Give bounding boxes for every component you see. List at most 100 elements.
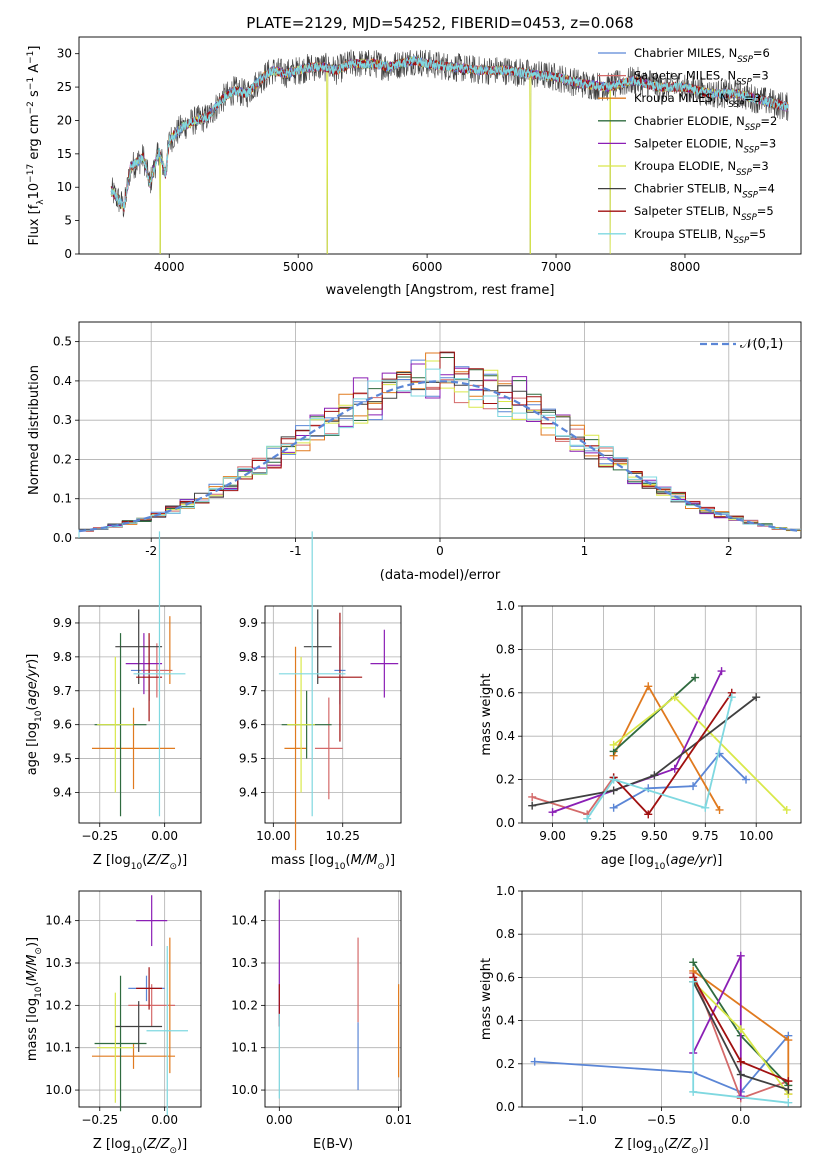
residual-histograms — [78, 351, 802, 538]
weight_vs_age-point-kroupa-miles — [644, 682, 653, 691]
mass_vs_Z-xtick-label: 0.00 — [151, 1113, 178, 1127]
weight_vs_age-point-kroupa-miles — [715, 805, 724, 814]
age_vs_Z-ytick-label: 9.6 — [53, 718, 72, 732]
spectrum-ylabel: Flux [fλ10−17 erg cm−2 s−1 A−1] — [26, 46, 46, 246]
weight_vs_Z-frame — [521, 890, 802, 1108]
residual-ylabel: Normed distribution — [27, 365, 42, 495]
weight_vs_age-point-kroupa-stelib — [701, 803, 710, 812]
normal-curve — [78, 380, 802, 533]
weight_vs_age-xtick-label: 10.00 — [739, 829, 773, 843]
weight_vs_Z-point-chabrier-miles — [530, 1057, 539, 1066]
weight_vs_age-point-chabrier-stelib — [752, 693, 761, 702]
weight_vs_Z-ytick-label: 0.2 — [496, 1057, 515, 1071]
mass_vs_Z-ylabel: mass [log10(M/M⊙)] — [25, 937, 44, 1061]
weight_vs_Z-point-kroupa-miles — [784, 1036, 793, 1045]
mass_vs_ebv-ytick-label: 10.1 — [231, 1041, 258, 1055]
weight_vs_Z-point-salpeter-stelib — [736, 1057, 745, 1066]
weight_vs_age-ytick-label: 1.0 — [496, 599, 515, 613]
spectrum-legend-label: Salpeter ELODIE, NSSP=3 — [634, 136, 776, 155]
spectrum-legend-label: Chabrier STELIB, NSSP=4 — [634, 182, 775, 201]
age_vs_mass-ytick-label: 9.7 — [239, 684, 258, 698]
spectrum-xlabel: wavelength [Angstrom, rest frame] — [326, 283, 555, 298]
weight_vs_age-series — [528, 667, 791, 823]
age_vs_Z-ylabel: age [log10(age/yr)] — [25, 654, 44, 776]
weight_vs_age-ytick-label: 0.6 — [496, 686, 515, 700]
residuals-frame — [78, 321, 802, 539]
weight_vs_age-point-kroupa-stelib — [727, 693, 736, 702]
residual-legend-label: 𝒩(0,1) — [740, 337, 783, 352]
weight_vs_age-xlabel: age [log10(age/yr)] — [601, 853, 723, 872]
weight_vs_age-point-salpeter-elodie — [548, 808, 557, 817]
age_vs_mass-xtick-label: 10.25 — [326, 829, 360, 843]
mass_vs_Z-ytick-label: 10.0 — [45, 1083, 72, 1097]
weight_vs_age-point-kroupa-stelib — [609, 775, 618, 784]
age_vs_mass-ytick-label: 9.5 — [239, 752, 258, 766]
mass_vs_ebv-ytick-label: 10.0 — [231, 1083, 258, 1097]
spectrum-legend-label: Chabrier ELODIE, NSSP=2 — [634, 114, 777, 133]
age_vs_Z-ytick-label: 9.8 — [53, 650, 72, 664]
spectrum-legend-label: Salpeter STELIB, NSSP=5 — [634, 204, 774, 223]
spectrum-legend-label: Salpeter MILES, NSSP=3 — [634, 69, 769, 88]
residuals-xtick-label: -1 — [290, 544, 302, 558]
spectrum-legend-label: Kroupa ELODIE, NSSP=3 — [634, 159, 769, 178]
age_vs_mass-points — [278, 531, 399, 851]
weight_vs_Z-ytick-label: 0.0 — [496, 1100, 515, 1114]
age_vs_mass-ytick-label: 9.6 — [239, 718, 258, 732]
weight_vs_age-point-chabrier-miles — [742, 775, 751, 784]
weight_vs_Z-point-chabrier-stelib — [784, 1085, 793, 1094]
weight_vs_age-point-chabrier-elodie — [691, 673, 700, 682]
spectrum-series-kroupa-stelib — [110, 55, 789, 211]
weight_vs_Z-xlabel: Z [log10(Z/Z⊙)] — [614, 1137, 708, 1156]
spectrum-ytick-label: 10 — [57, 180, 72, 194]
weight_vs_age-ytick-label: 0.0 — [496, 816, 515, 830]
residuals-ytick-label: 0.2 — [53, 452, 72, 466]
age_vs_Z-ytick-label: 9.4 — [53, 785, 72, 799]
weight_vs_age-point-chabrier-stelib — [650, 771, 659, 780]
residual-histogram-kroupa-stelib — [78, 368, 801, 538]
age_vs_Z-frame — [78, 605, 202, 824]
weight_vs_Z-ytick-label: 1.0 — [496, 884, 515, 898]
residuals-ytick-label: 0.4 — [53, 374, 72, 388]
mass_vs_ebv-ytick-label: 10.2 — [231, 998, 258, 1012]
mass-vs-ebv-xlabel: E(B-V) — [313, 1137, 353, 1152]
age_vs_mass-frame — [264, 605, 402, 824]
mass_vs_Z-frame — [78, 890, 202, 1108]
mass_vs_ebv-xtick-label: 0.01 — [385, 1113, 412, 1127]
weight_vs_age-point-chabrier-miles — [609, 803, 618, 812]
spectrum-ytick-label: 0 — [64, 247, 72, 261]
weight_vs_age-point-salpeter-elodie — [717, 667, 726, 676]
weight_vs_age-ytick-label: 0.2 — [496, 773, 515, 787]
weight_vs_Z-point-kroupa-elodie — [736, 1025, 745, 1034]
weight_vs_age-point-kroupa-elodie — [782, 805, 791, 814]
weight_vs_age-point-salpeter-miles — [528, 792, 537, 801]
mass_vs_Z-xlabel: Z [log10(Z/Z⊙)] — [93, 1137, 187, 1156]
spectrum-xtick-label: 6000 — [412, 260, 443, 274]
spectrum-ytick-label: 20 — [57, 113, 72, 127]
spectrum-legend-label: Chabrier MILES, NSSP=6 — [634, 46, 770, 65]
spectrum-xtick-label: 7000 — [541, 260, 572, 274]
spectrum-ytick-label: 30 — [57, 47, 72, 61]
mass_vs_ebv-points — [278, 899, 400, 1099]
mass_vs_Z-ytick-label: 10.3 — [45, 956, 72, 970]
weight_vs_age-xtick-label: 9.00 — [539, 829, 566, 843]
weight_vs_age-point-chabrier-stelib — [528, 801, 537, 810]
weight_vs_Z-point-chabrier-stelib — [736, 1070, 745, 1079]
weight_vs_age-ytick-label: 0.4 — [496, 729, 515, 743]
weight_vs_age-xtick-label: 9.25 — [590, 829, 617, 843]
weight_vs_age-point-kroupa-stelib — [583, 814, 592, 823]
weight_vs_Z-ylabel: mass weight — [479, 958, 494, 1040]
spectrum-legend-label: Kroupa STELIB, NSSP=5 — [634, 227, 766, 246]
weight_vs_Z-ytick-label: 0.8 — [496, 927, 515, 941]
weight_vs_age-point-chabrier-miles — [689, 782, 698, 791]
weight_vs_age-xtick-label: 9.50 — [641, 829, 668, 843]
mass_vs_ebv-xtick-label: 0.00 — [266, 1113, 293, 1127]
age_vs_Z-points — [91, 531, 186, 817]
spectrum-lines — [110, 49, 789, 254]
age_vs_Z-axes: −0.25 0.00 9.4 9.5 9.6 9.7 9.8 9.9 — [53, 605, 202, 843]
residuals-ytick-label: 0.3 — [53, 413, 72, 427]
weight_vs_Z-point-kroupa-stelib — [689, 1087, 698, 1096]
residual-xlabel: (data-model)/error — [380, 568, 501, 583]
weight_vs_age-ytick-label: 0.8 — [496, 642, 515, 656]
